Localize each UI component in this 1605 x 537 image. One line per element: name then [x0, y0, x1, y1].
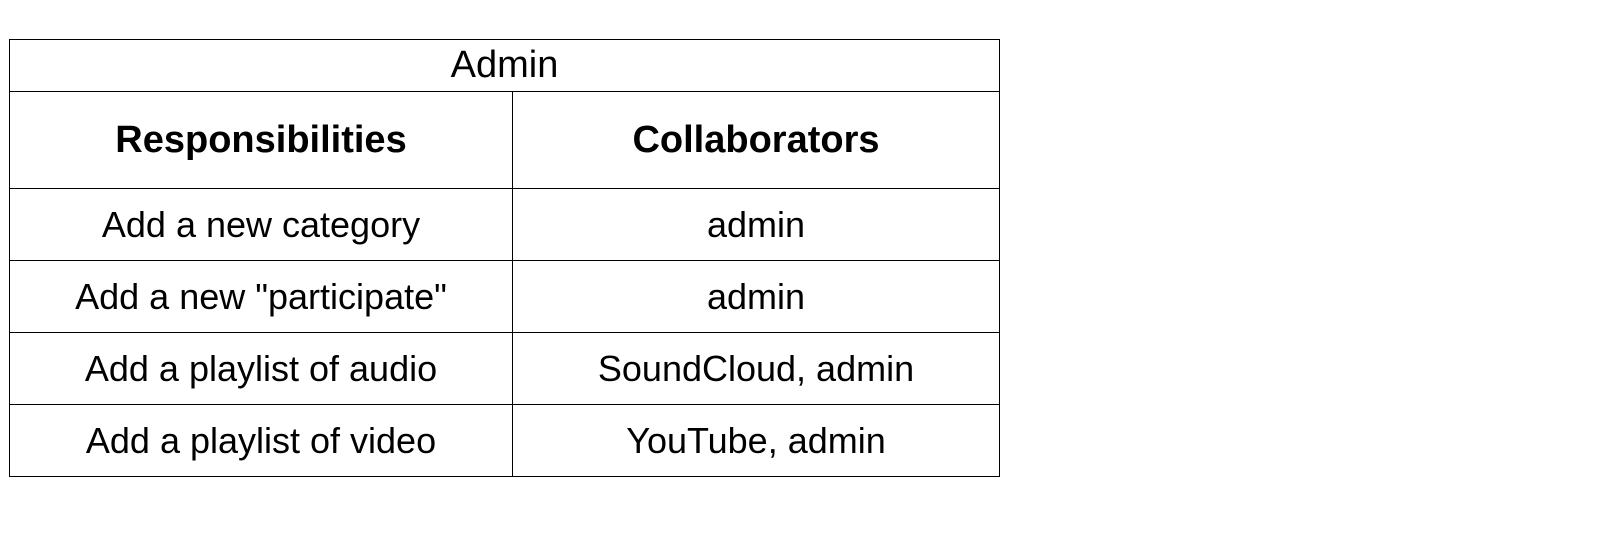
collaborators-cell: SoundCloud, admin	[512, 332, 1000, 405]
collaborators-cell: YouTube, admin	[512, 404, 1000, 477]
table-row: Add a playlist of video YouTube, admin	[9, 404, 1000, 477]
title-row: Admin	[9, 39, 1000, 92]
collaborators-header: Collaborators	[512, 91, 1000, 189]
crc-card-table: Admin Responsibilities Collaborators Add…	[9, 39, 1000, 477]
collaborators-cell: admin	[512, 188, 1000, 261]
responsibility-cell: Add a new category	[9, 188, 513, 261]
table-row: Add a new "participate" admin	[9, 260, 1000, 333]
responsibility-cell: Add a playlist of audio	[9, 332, 513, 405]
responsibility-cell: Add a new "participate"	[9, 260, 513, 333]
responsibilities-header: Responsibilities	[9, 91, 513, 189]
responsibility-cell: Add a playlist of video	[9, 404, 513, 477]
table-row: Add a new category admin	[9, 188, 1000, 261]
card-title: Admin	[9, 39, 1000, 92]
header-row: Responsibilities Collaborators	[9, 91, 1000, 189]
collaborators-cell: admin	[512, 260, 1000, 333]
table-row: Add a playlist of audio SoundCloud, admi…	[9, 332, 1000, 405]
